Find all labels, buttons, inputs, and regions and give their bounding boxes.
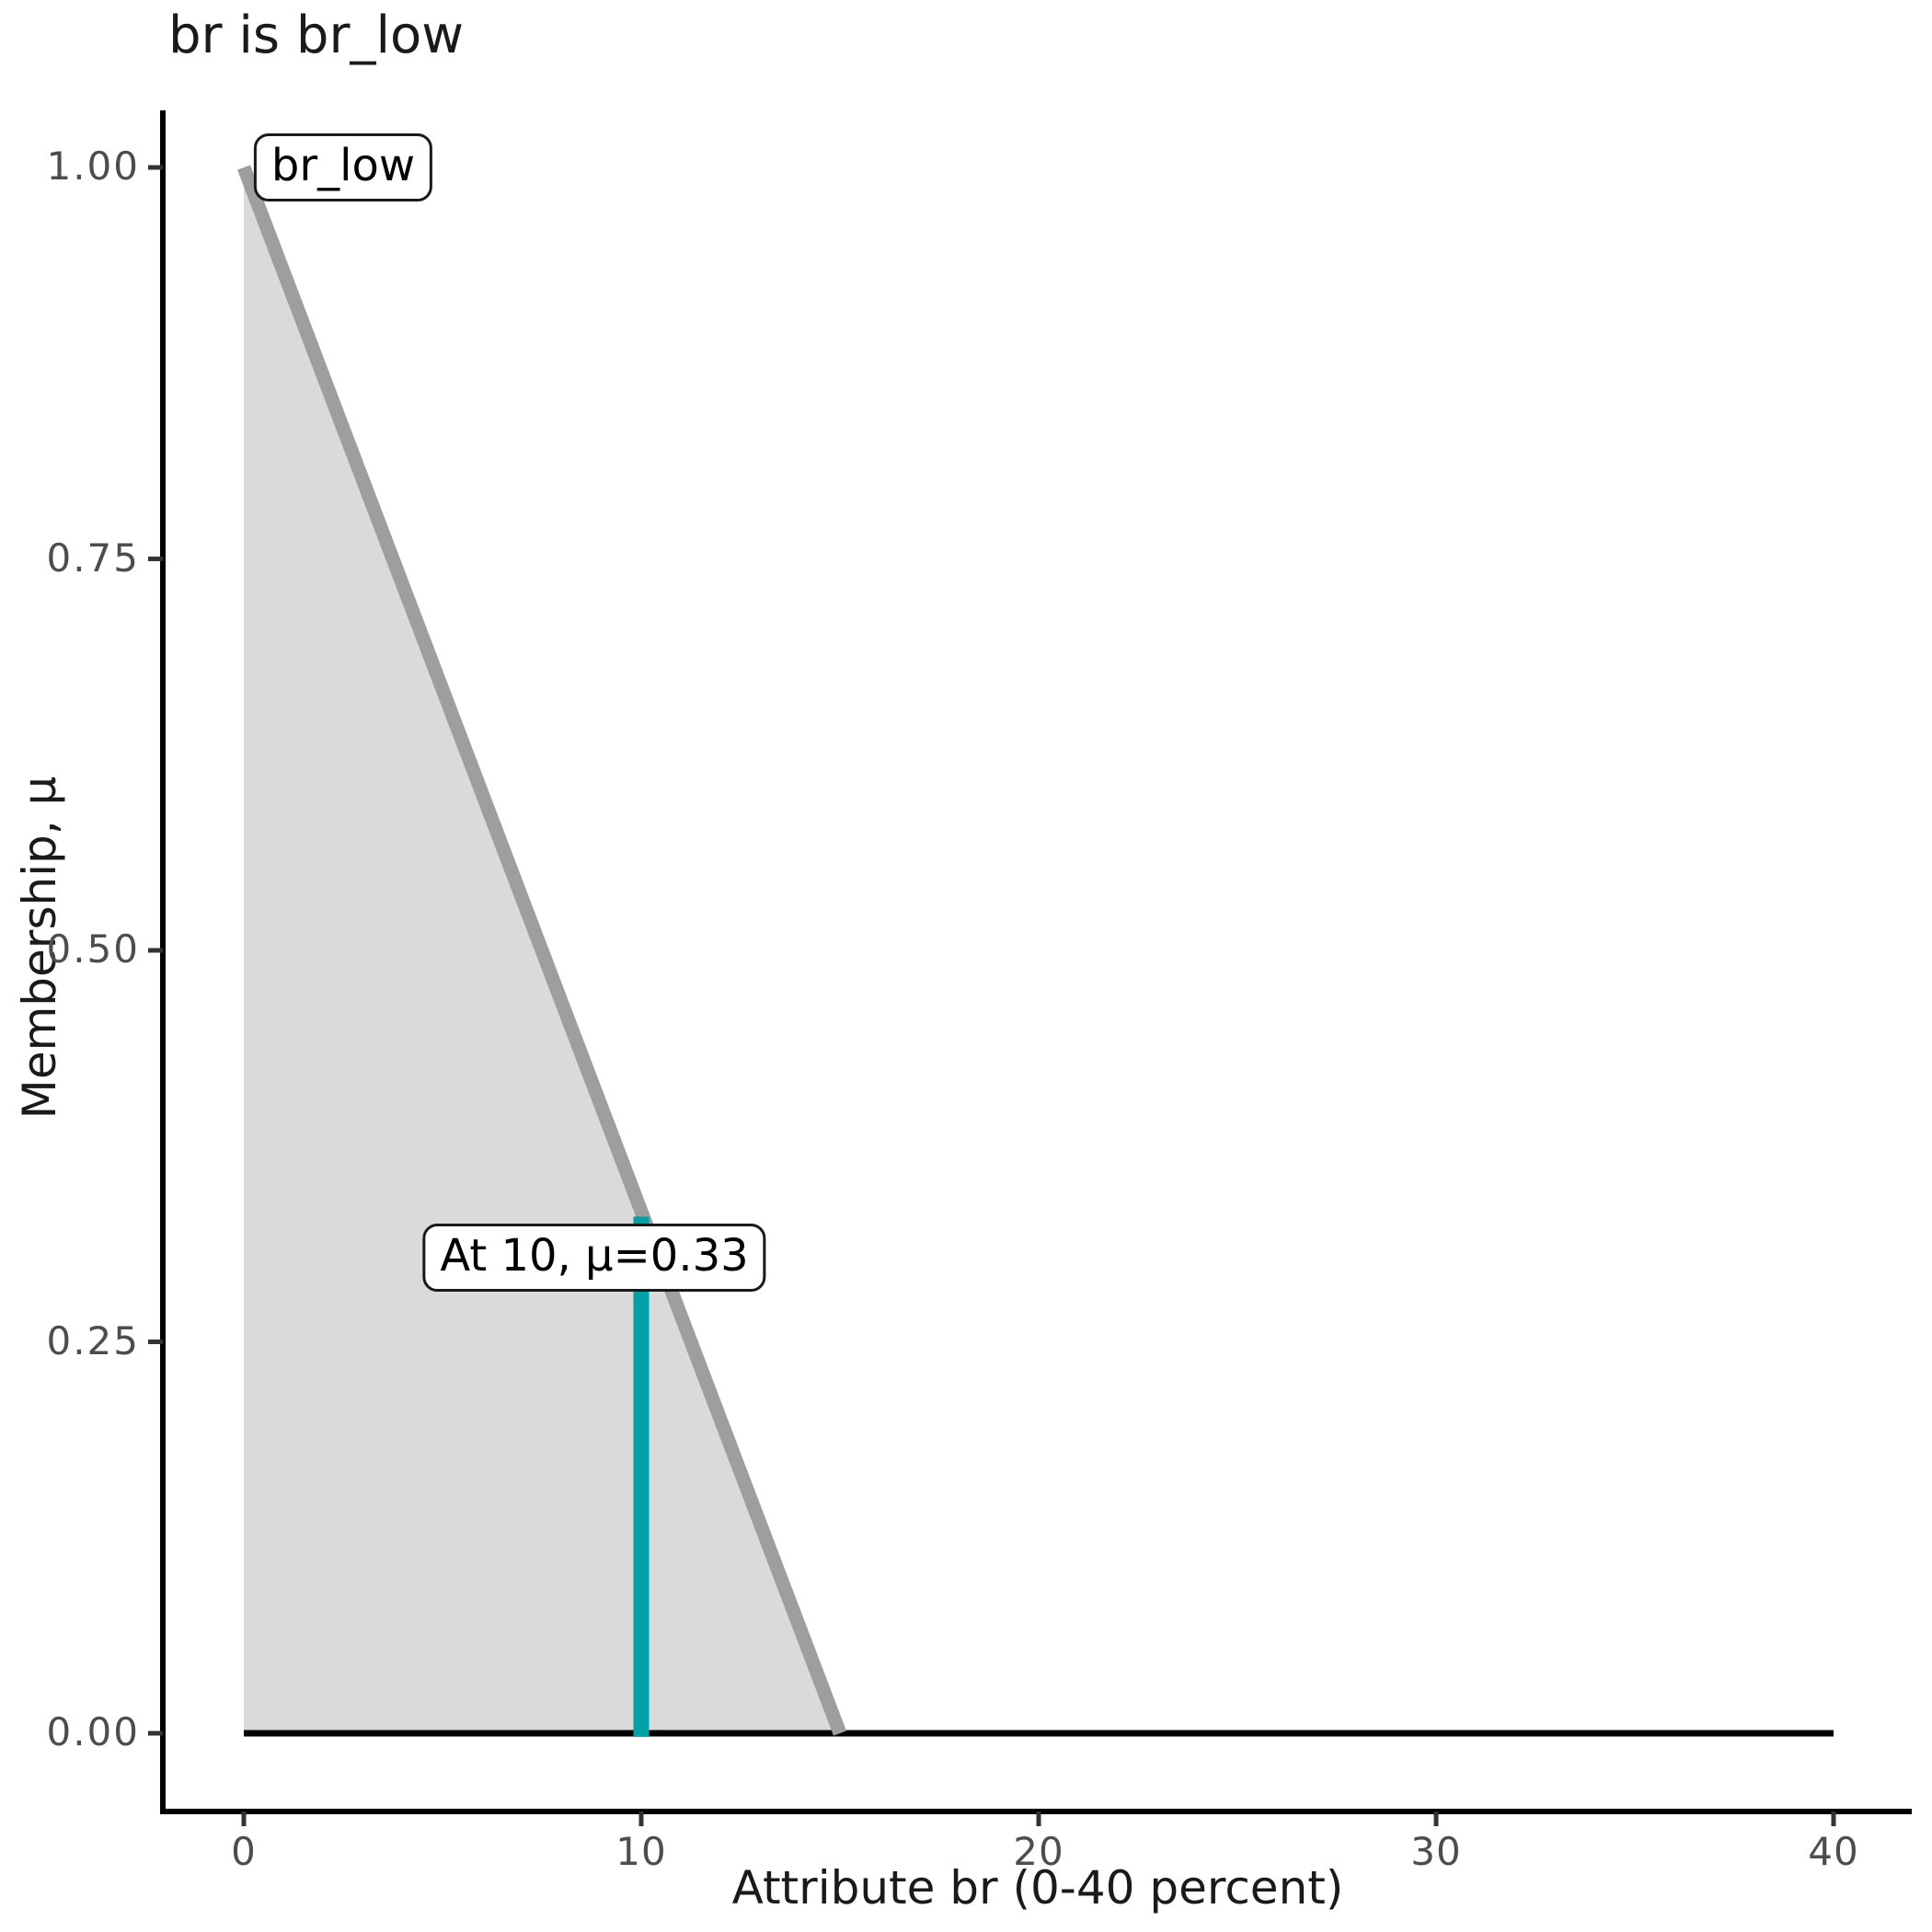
y-tick-label: 0.00 [46, 1709, 140, 1754]
x-axis-label: Attribute br (0-40 percent) [731, 1861, 1344, 1915]
y-tick-label: 0.75 [46, 535, 140, 581]
x-tick-label: 0 [231, 1829, 257, 1874]
x-tick-label: 20 [1013, 1829, 1064, 1874]
annotation-label: At 10, μ=0.33 [422, 1223, 766, 1292]
x-tick-label: 30 [1410, 1829, 1462, 1874]
membership-line [236, 165, 847, 1736]
y-tick-label: 0.50 [46, 926, 140, 972]
x-tick-label: 40 [1808, 1829, 1859, 1874]
y-tick-label: 1.00 [46, 144, 140, 189]
y-tick-label: 0.25 [46, 1317, 140, 1363]
x-tick-label: 10 [615, 1829, 667, 1874]
chart-title: br is br_low [168, 6, 465, 65]
annotation-label: br_low [253, 133, 433, 201]
